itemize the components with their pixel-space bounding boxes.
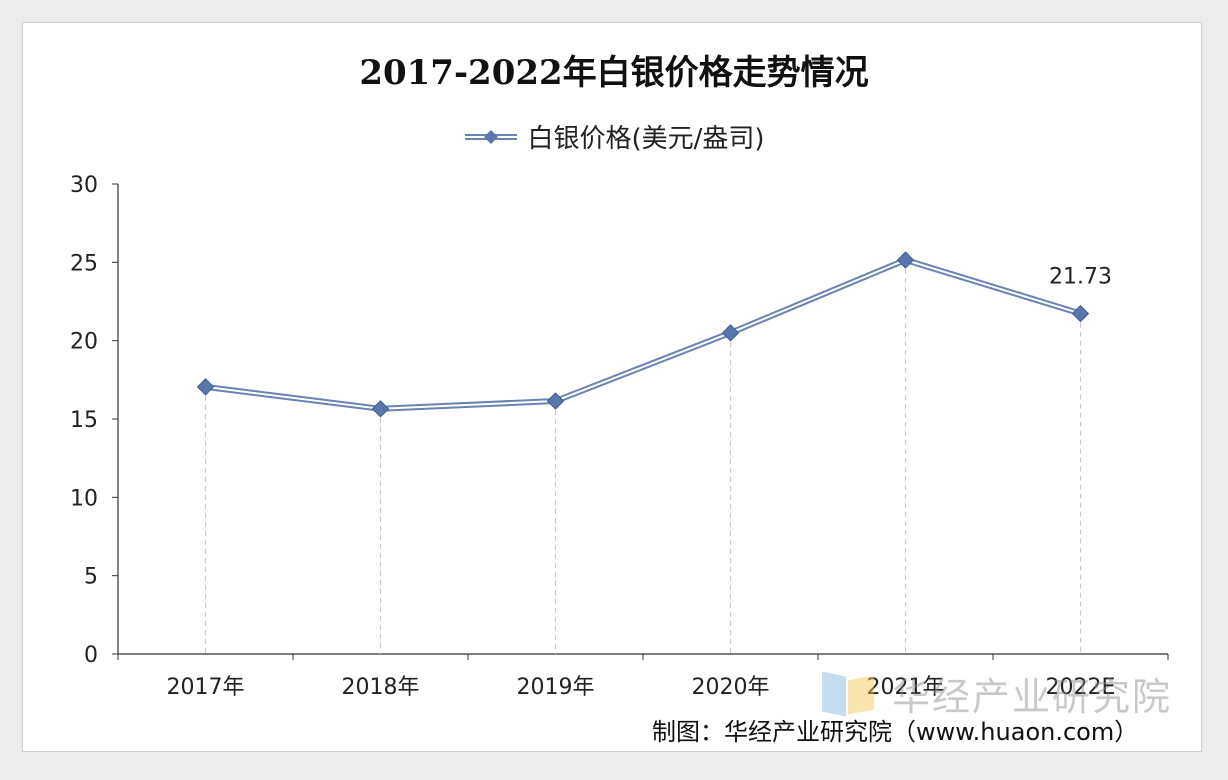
y-tick-label: 15: [70, 408, 98, 433]
source-note: 制图：华经产业研究院（www.huaon.com）: [652, 718, 1139, 746]
legend-swatch-icon: [465, 129, 518, 144]
watermark-logo-icon: [822, 670, 882, 717]
x-tick-label: 2021年: [867, 675, 945, 700]
x-tick-label: 2022E: [1046, 675, 1116, 700]
y-tick-label: 30: [70, 173, 98, 198]
data-point-marker: [721, 324, 740, 342]
series-markers: [196, 251, 1090, 418]
data-point-marker: [546, 392, 565, 410]
data-labels: 21.73: [1049, 265, 1112, 290]
data-point-marker: [896, 251, 915, 269]
chart-title: 2017-2022年白银价格走势情况: [359, 53, 869, 93]
series-line-inner: [205, 258, 1081, 410]
y-tick-label: 5: [84, 565, 98, 590]
watermark-text: 华经产业研究院: [892, 675, 1173, 719]
data-point-marker: [1071, 304, 1090, 323]
data-point-marker: [196, 378, 215, 396]
data-point-marker: [371, 400, 390, 418]
x-tick-label: 2020年: [692, 675, 770, 700]
x-tick-label: 2018年: [342, 675, 420, 700]
chart-legend: 白银价格(美元/盎司): [0, 118, 1228, 155]
series-line-outer: [205, 256, 1082, 412]
y-tick-label: 20: [70, 330, 98, 355]
y-tick-label: 0: [84, 643, 98, 668]
y-tick-label: 25: [70, 251, 98, 276]
x-tick-label: 2019年: [517, 675, 595, 700]
drop-lines: [204, 259, 1082, 654]
watermark: 华经产业研究院: [822, 666, 1172, 721]
series-line: [205, 256, 1082, 412]
x-tick-label: 2017年: [167, 675, 245, 700]
legend-label: 白银价格(美元/盎司): [527, 124, 765, 154]
y-tick-label: 10: [70, 486, 98, 511]
chart-axes: 0 5 10 15 20 25 30 2017年 2018年 2019年 2020年 2021年 202…: [70, 173, 1169, 700]
data-label: 21.73: [1049, 265, 1112, 290]
